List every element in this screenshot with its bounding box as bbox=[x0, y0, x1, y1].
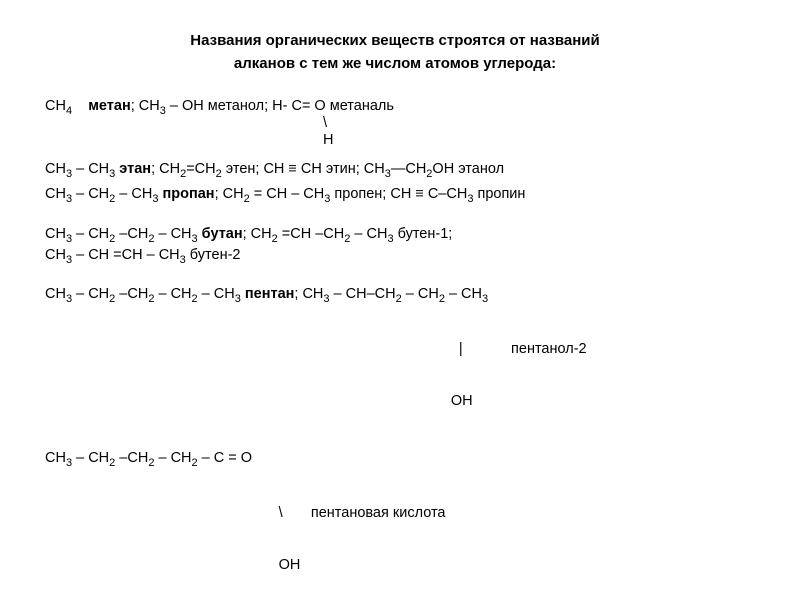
txt: пропин bbox=[473, 186, 525, 202]
acid-tail: \ пентановая кислота OH bbox=[190, 470, 745, 609]
txt: – CH bbox=[154, 226, 191, 242]
txt: ; CH bbox=[243, 226, 272, 242]
methanal-tail: \ H bbox=[323, 115, 333, 148]
c5-line1: CH3 – CH2 –CH2 – CH2 – CH3 пентан; CH3 –… bbox=[45, 285, 745, 306]
txt: =CH –CH bbox=[278, 226, 344, 242]
txt: – CH bbox=[72, 161, 109, 177]
txt: – CH bbox=[198, 286, 235, 302]
txt: – CH–CH bbox=[330, 286, 396, 302]
txt: бутен-1; bbox=[394, 226, 453, 242]
txt: пропен; CH ≡ C–CH bbox=[330, 186, 467, 202]
pentane-name: пентан bbox=[241, 286, 295, 302]
heading: Названия органических веществ строятся о… bbox=[45, 30, 745, 75]
txt: – CH =CH – CH bbox=[72, 247, 180, 263]
methane-name: метан bbox=[88, 98, 131, 114]
heading-line2: алканов с тем же числом атомов углерода: bbox=[45, 53, 745, 76]
methane-sub: 4 bbox=[66, 105, 72, 117]
txt: – CH bbox=[72, 450, 109, 466]
txt: – CH bbox=[154, 286, 191, 302]
txt: этен; CH ≡ CH этин; CH bbox=[222, 161, 385, 177]
txt: ; CH bbox=[215, 186, 244, 202]
heading-line1: Названия органических веществ строятся о… bbox=[45, 30, 745, 53]
txt: =CH bbox=[186, 161, 215, 177]
ethane-name: этан bbox=[115, 161, 151, 177]
methanal-h: H bbox=[323, 132, 333, 149]
txt: –CH bbox=[115, 450, 148, 466]
methanol-ch: CH bbox=[139, 98, 160, 114]
txt: CH bbox=[45, 286, 66, 302]
methane-formula: CH bbox=[45, 98, 66, 114]
txt: CH bbox=[45, 226, 66, 242]
methanol-rest: – OH метанол; H- C= O метаналь bbox=[166, 98, 394, 114]
c3-line: CH3 – CH2 – CH3 пропан; CH2 = CH – CH3 п… bbox=[45, 185, 745, 206]
butane-name: бутан bbox=[198, 226, 243, 242]
txt: —CH bbox=[391, 161, 426, 177]
c2-line: CH3 – CH3 этан; CH2=CH2 этен; CH ≡ CH эт… bbox=[45, 160, 745, 181]
txt: CH bbox=[45, 450, 66, 466]
c1-line: CH4 метан; CH3 – OH метанол; H- C= O мет… bbox=[45, 97, 745, 118]
propane-name: пропан bbox=[158, 186, 214, 202]
txt: ; CH bbox=[294, 286, 323, 302]
txt: – CH bbox=[72, 186, 109, 202]
txt: – CH bbox=[115, 186, 152, 202]
txt: –CH bbox=[115, 226, 148, 242]
acid-line2: \ пентановая кислота bbox=[190, 505, 745, 522]
c4-line1: CH3 – CH2 –CH2 – CH3 бутан; CH2 =CH –CH2… bbox=[45, 225, 745, 246]
txt: – C = O bbox=[198, 450, 252, 466]
methanal-slash: \ bbox=[323, 115, 333, 132]
txt: – CH bbox=[72, 226, 109, 242]
txt: CH bbox=[45, 186, 66, 202]
content: CH4 метан; CH3 – OH метанол; H- C= O мет… bbox=[45, 97, 745, 610]
acid-line3: OH bbox=[190, 557, 745, 574]
txt: – CH bbox=[154, 450, 191, 466]
txt: – CH bbox=[72, 286, 109, 302]
txt: – CH bbox=[402, 286, 439, 302]
txt: CH bbox=[45, 247, 66, 263]
txt: – CH bbox=[445, 286, 482, 302]
txt: CH bbox=[45, 161, 66, 177]
pentanol-line3: OH bbox=[330, 393, 745, 410]
txt: –CH bbox=[115, 286, 148, 302]
txt: бутен-2 bbox=[186, 247, 241, 263]
txt: – CH bbox=[350, 226, 387, 242]
acid-line1: CH3 – CH2 –CH2 – CH2 – C = O bbox=[45, 449, 745, 470]
txt: OH этанол bbox=[432, 161, 504, 177]
txt: = CH – CH bbox=[250, 186, 325, 202]
pentanol-line2: | пентанол-2 bbox=[330, 341, 745, 358]
sub: 3 bbox=[482, 293, 488, 305]
c4-line2: CH3 – CH =CH – CH3 бутен-2 bbox=[45, 246, 745, 267]
txt: ; CH bbox=[151, 161, 180, 177]
pentanol-tail: | пентанол-2 OH bbox=[330, 306, 745, 445]
